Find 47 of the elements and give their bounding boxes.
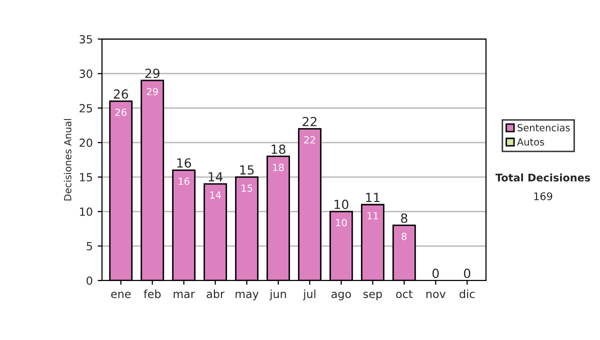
data-label: 8 [402,232,407,240]
data-label: 18 [273,164,284,172]
total-label: 10 [334,200,348,210]
data-label: 10 [336,218,347,226]
data-label: 15 [242,184,252,192]
x-tick-label: abr [206,290,225,298]
data-label: 14 [210,191,221,199]
x-tick-label: jul [302,290,316,300]
total-label: 0 [432,268,439,278]
y-tick-label: 35 [80,35,92,44]
total-label: 8 [401,213,408,223]
x-tick-label: sep [363,292,382,300]
legend-label: Sentencias [518,124,570,132]
y-tick-label: 30 [80,70,92,78]
x-tick-label: ago [332,292,351,300]
total-label: 0 [464,268,470,278]
data-label: 22 [304,136,315,144]
x-tick-label: mar [174,292,195,298]
y-tick-label: 15 [80,173,92,182]
data-label: 16 [178,178,190,185]
x-tick-label: ene [111,292,131,298]
y-tick-label: 10 [80,208,92,216]
total-label: 15 [240,165,254,175]
data-label: 11 [368,212,378,220]
y-axis-title: Decisiones Anual [64,119,72,200]
x-tick-label: oct [396,290,413,298]
data-label: 29 [146,88,158,96]
total-label: 14 [208,172,223,182]
legend-label: Autos [517,138,544,146]
total-label: 16 [177,158,191,168]
x-tick-label: nov [426,292,446,298]
text: 169 [534,192,552,200]
y-tick-label: 5 [86,242,92,250]
text: Total Decisiones [495,173,590,182]
x-tick-label: dic [460,290,475,298]
total-label: 18 [272,144,286,154]
x-tick-label: may [236,292,259,300]
x-tick-label: feb [144,290,161,298]
x-tick-label: jun [269,290,286,300]
total-label: 22 [302,116,316,126]
y-tick-label: 25 [80,104,92,112]
total-label: 29 [145,68,160,78]
y-tick-label: 0 [86,276,92,285]
y-tick-label: 20 [80,138,92,147]
data-label: 26 [115,108,126,116]
total-label: 26 [114,89,128,99]
total-label: 11 [366,192,380,202]
